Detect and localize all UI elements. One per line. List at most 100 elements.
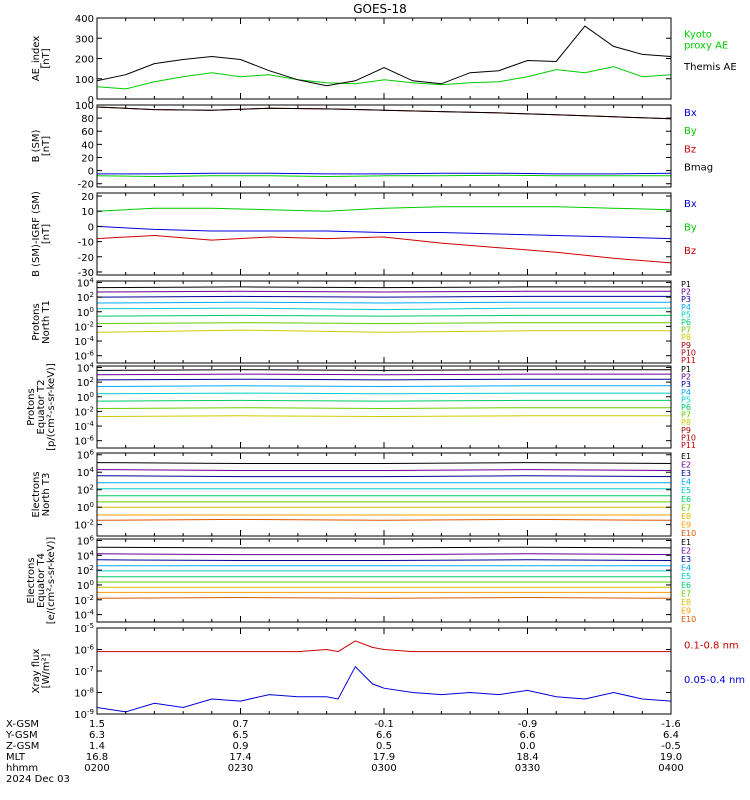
y-axis-label: [e/(cm²-s-sr-keV)] — [46, 537, 57, 625]
channel-label-e6: E6 — [681, 581, 691, 590]
y-axis-label: Protons — [31, 303, 42, 340]
y-tick-label: 100 — [77, 391, 94, 404]
legend-by: By — [684, 126, 697, 137]
channel-label-e2: E2 — [681, 547, 691, 556]
channel-label-p5: P5 — [681, 395, 691, 404]
channel-label-e3: E3 — [681, 469, 691, 478]
x-row-value: 0.5 — [376, 741, 392, 752]
x-row-label: MLT — [6, 752, 26, 763]
y-axis-label: Xray flux — [31, 649, 42, 694]
y-tick-label: 102 — [77, 291, 94, 304]
y-tick-label: 10-8 — [74, 687, 94, 700]
x-row-value: 17.4 — [229, 752, 251, 763]
panel-7: 106 104 102 100 10-2 10-4 Electrons Equator T4[… — [26, 534, 696, 624]
channel-label-e10: E10 — [681, 529, 696, 538]
series-line-p1 — [97, 286, 671, 289]
y-tick-label: 20 — [81, 192, 94, 203]
y-axis-label: B (SM)-IGRF (SM) — [31, 191, 42, 277]
y-axis-label: [W/m²] — [41, 653, 52, 688]
y-tick-label: 104 — [77, 361, 95, 374]
y-axis-label: Electrons — [31, 471, 42, 517]
x-row-value: 0230 — [228, 763, 253, 774]
y-tick-label: 104 — [77, 276, 95, 289]
channel-label-e1: E1 — [681, 538, 691, 547]
series-line-e10 — [97, 518, 671, 521]
channel-label-e7: E7 — [681, 503, 691, 512]
series-line-p8 — [97, 329, 671, 333]
y-tick-label: 0 — [88, 95, 94, 106]
channel-label-p9: P9 — [681, 426, 691, 435]
x-row-value: 6.4 — [663, 730, 679, 741]
y-tick-label: 0 — [88, 222, 94, 233]
y-axis-label: Electrons — [26, 557, 37, 603]
channel-label-p6: P6 — [681, 403, 691, 412]
series-line-e3 — [97, 559, 671, 561]
series-line-p3 — [97, 378, 671, 381]
x-row-label: Y-GSM — [5, 730, 38, 741]
channel-label-e10: E10 — [681, 615, 696, 624]
panel-frame — [96, 365, 672, 449]
y-tick-label: -20 — [78, 180, 94, 191]
y-tick-label: 10-4 — [74, 609, 94, 622]
channel-label-e4: E4 — [681, 564, 691, 573]
x-row-value: 6.6 — [376, 730, 392, 741]
y-axis-label: [nT] — [41, 48, 52, 68]
y-tick-label: 60 — [81, 127, 94, 138]
series-line-p6 — [97, 314, 671, 317]
legend-0-05-0-4-nm: 0.05-0.4 nm — [684, 675, 745, 686]
panel-frame — [96, 452, 672, 537]
y-tick-label: 10-4 — [74, 335, 94, 348]
y-tick-label: 10-2 — [74, 519, 94, 532]
series-line-bx — [97, 172, 671, 175]
y-tick-label: 40 — [81, 140, 94, 151]
channel-label-p1: P1 — [681, 365, 691, 374]
y-tick-label: 100 — [75, 75, 94, 86]
y-tick-label: 10-4 — [74, 420, 94, 433]
channel-label-e5: E5 — [681, 572, 691, 581]
x-row-value: 16.8 — [86, 752, 108, 763]
y-axis-label: Protons — [26, 388, 37, 425]
x-row-label: Z-GSM — [6, 741, 39, 752]
channel-label-p4: P4 — [681, 303, 691, 312]
channel-label-p5: P5 — [681, 310, 691, 319]
y-tick-label: -20 — [78, 253, 94, 264]
series-line-kyoto-proxy-ae — [97, 66, 671, 90]
x-row-value: 0.9 — [233, 741, 249, 752]
y-axis-label: AE_index — [31, 36, 42, 82]
channel-label-p8: P8 — [681, 418, 691, 427]
series-line-0-1-0-8-nm — [97, 640, 671, 653]
series-line-0-05-0-4-nm — [97, 665, 671, 713]
y-tick-label: 80 — [81, 114, 94, 125]
channel-label-e9: E9 — [681, 606, 691, 615]
y-tick-label: 0 — [88, 167, 94, 178]
x-row-value: 0330 — [515, 763, 540, 774]
legend-bz: Bz — [684, 144, 696, 155]
y-tick-label: 102 — [77, 376, 94, 389]
channel-label-p9: P9 — [681, 341, 691, 350]
channel-label-e3: E3 — [681, 555, 691, 564]
y-tick-label: 10-2 — [74, 594, 94, 607]
x-row-value: 1.5 — [89, 719, 105, 730]
channel-label-p1: P1 — [681, 280, 691, 289]
panel-frame — [96, 17, 672, 100]
channel-label-p2: P2 — [681, 373, 691, 382]
y-tick-label: 10-2 — [74, 320, 94, 333]
y-tick-label: 10-7 — [74, 665, 94, 678]
panel-8: 10-5 10-6 10-7 10-8 10-9 Xray flux [W/m²] 0.1-0… — [31, 622, 745, 721]
x-row-value: 19.0 — [660, 752, 682, 763]
y-tick-label: 106 — [77, 534, 95, 547]
channel-label-e8: E8 — [681, 512, 691, 521]
y-tick-label: 10 — [81, 207, 94, 218]
series-line-p8 — [97, 415, 671, 418]
channel-label-e2: E2 — [681, 461, 691, 470]
series-line-themis-ae — [97, 25, 671, 87]
series-line-p3 — [97, 295, 671, 298]
y-axis-label: Equator T2 — [36, 380, 47, 435]
panel-3: -30 -20 -10 0 10 20 B (SM)-IGRF (SM) [nT] Bx By Bz — [31, 191, 697, 279]
